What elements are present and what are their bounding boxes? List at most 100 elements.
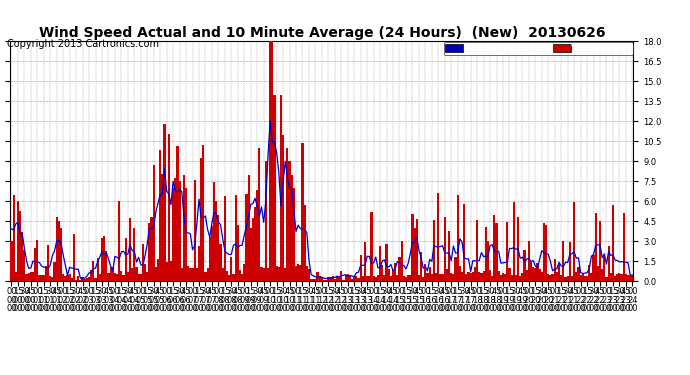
Bar (422, 277, 424, 281)
Bar (215, 201, 217, 281)
Bar (547, 274, 549, 281)
Bar (68, 274, 70, 281)
Bar (164, 124, 166, 281)
Bar (463, 204, 465, 281)
Bar (246, 194, 248, 281)
Bar (569, 242, 571, 281)
Bar (88, 277, 90, 281)
Bar (420, 252, 422, 281)
Bar (556, 272, 558, 281)
Bar (448, 231, 450, 281)
Bar (625, 274, 627, 281)
Bar (558, 264, 560, 281)
Bar (620, 274, 622, 281)
Bar (202, 145, 204, 281)
Bar (571, 276, 573, 281)
Bar (362, 276, 364, 281)
Bar (413, 228, 415, 281)
Bar (194, 180, 196, 281)
Bar (470, 273, 472, 281)
Bar (161, 174, 164, 281)
Bar (204, 272, 206, 281)
Bar (357, 278, 359, 281)
Bar (591, 273, 593, 281)
Bar (332, 276, 334, 281)
Bar (90, 270, 92, 281)
Bar (288, 161, 290, 281)
Bar (260, 267, 263, 281)
Bar (125, 238, 127, 281)
Bar (455, 257, 457, 281)
Bar (334, 279, 336, 281)
Bar (317, 272, 319, 281)
Bar (103, 236, 105, 281)
Bar (359, 255, 362, 281)
Bar (77, 276, 79, 281)
Bar (144, 264, 146, 281)
Bar (271, 41, 273, 281)
Bar (549, 275, 551, 281)
Bar (459, 266, 461, 281)
Bar (398, 257, 401, 281)
Bar (364, 242, 366, 281)
Bar (166, 262, 168, 281)
Bar (384, 275, 386, 281)
Bar (319, 276, 321, 281)
Bar (543, 223, 545, 281)
Bar (524, 250, 526, 281)
Bar (116, 274, 118, 281)
Bar (122, 274, 125, 281)
Bar (593, 255, 595, 281)
Bar (344, 274, 346, 281)
Bar (562, 242, 564, 281)
Bar (349, 274, 351, 281)
Bar (476, 220, 478, 281)
Bar (405, 277, 407, 281)
Bar (299, 265, 302, 281)
Bar (474, 267, 476, 281)
Bar (41, 275, 43, 281)
Bar (183, 175, 185, 281)
Bar (608, 246, 610, 281)
Bar (66, 275, 68, 281)
Bar (58, 221, 60, 281)
Bar (467, 272, 470, 281)
Bar (233, 274, 235, 281)
Bar (616, 274, 618, 281)
Bar (461, 272, 463, 281)
Bar (541, 272, 543, 281)
Bar (491, 276, 493, 281)
Bar (191, 268, 194, 281)
Bar (381, 266, 384, 281)
Bar (108, 273, 110, 281)
Bar (308, 270, 310, 281)
Bar (346, 274, 349, 281)
Bar (336, 277, 338, 281)
Bar (450, 273, 453, 281)
Bar (26, 274, 28, 281)
Bar (277, 267, 280, 281)
Bar (177, 146, 179, 281)
Bar (295, 266, 297, 281)
Bar (213, 182, 215, 281)
Bar (181, 268, 183, 281)
Bar (254, 207, 256, 281)
Bar (21, 232, 23, 281)
Bar (43, 275, 45, 281)
Bar (73, 234, 75, 281)
Bar (17, 201, 19, 281)
Bar (19, 211, 21, 281)
Bar (588, 265, 591, 281)
Bar (273, 94, 275, 281)
Bar (366, 276, 368, 281)
Bar (133, 228, 135, 281)
Bar (329, 277, 332, 281)
Bar (504, 274, 506, 281)
Bar (566, 276, 569, 281)
Bar (230, 257, 233, 281)
Bar (487, 241, 489, 281)
Bar (612, 205, 614, 281)
Bar (45, 266, 47, 281)
Bar (509, 268, 511, 281)
Bar (578, 267, 580, 281)
